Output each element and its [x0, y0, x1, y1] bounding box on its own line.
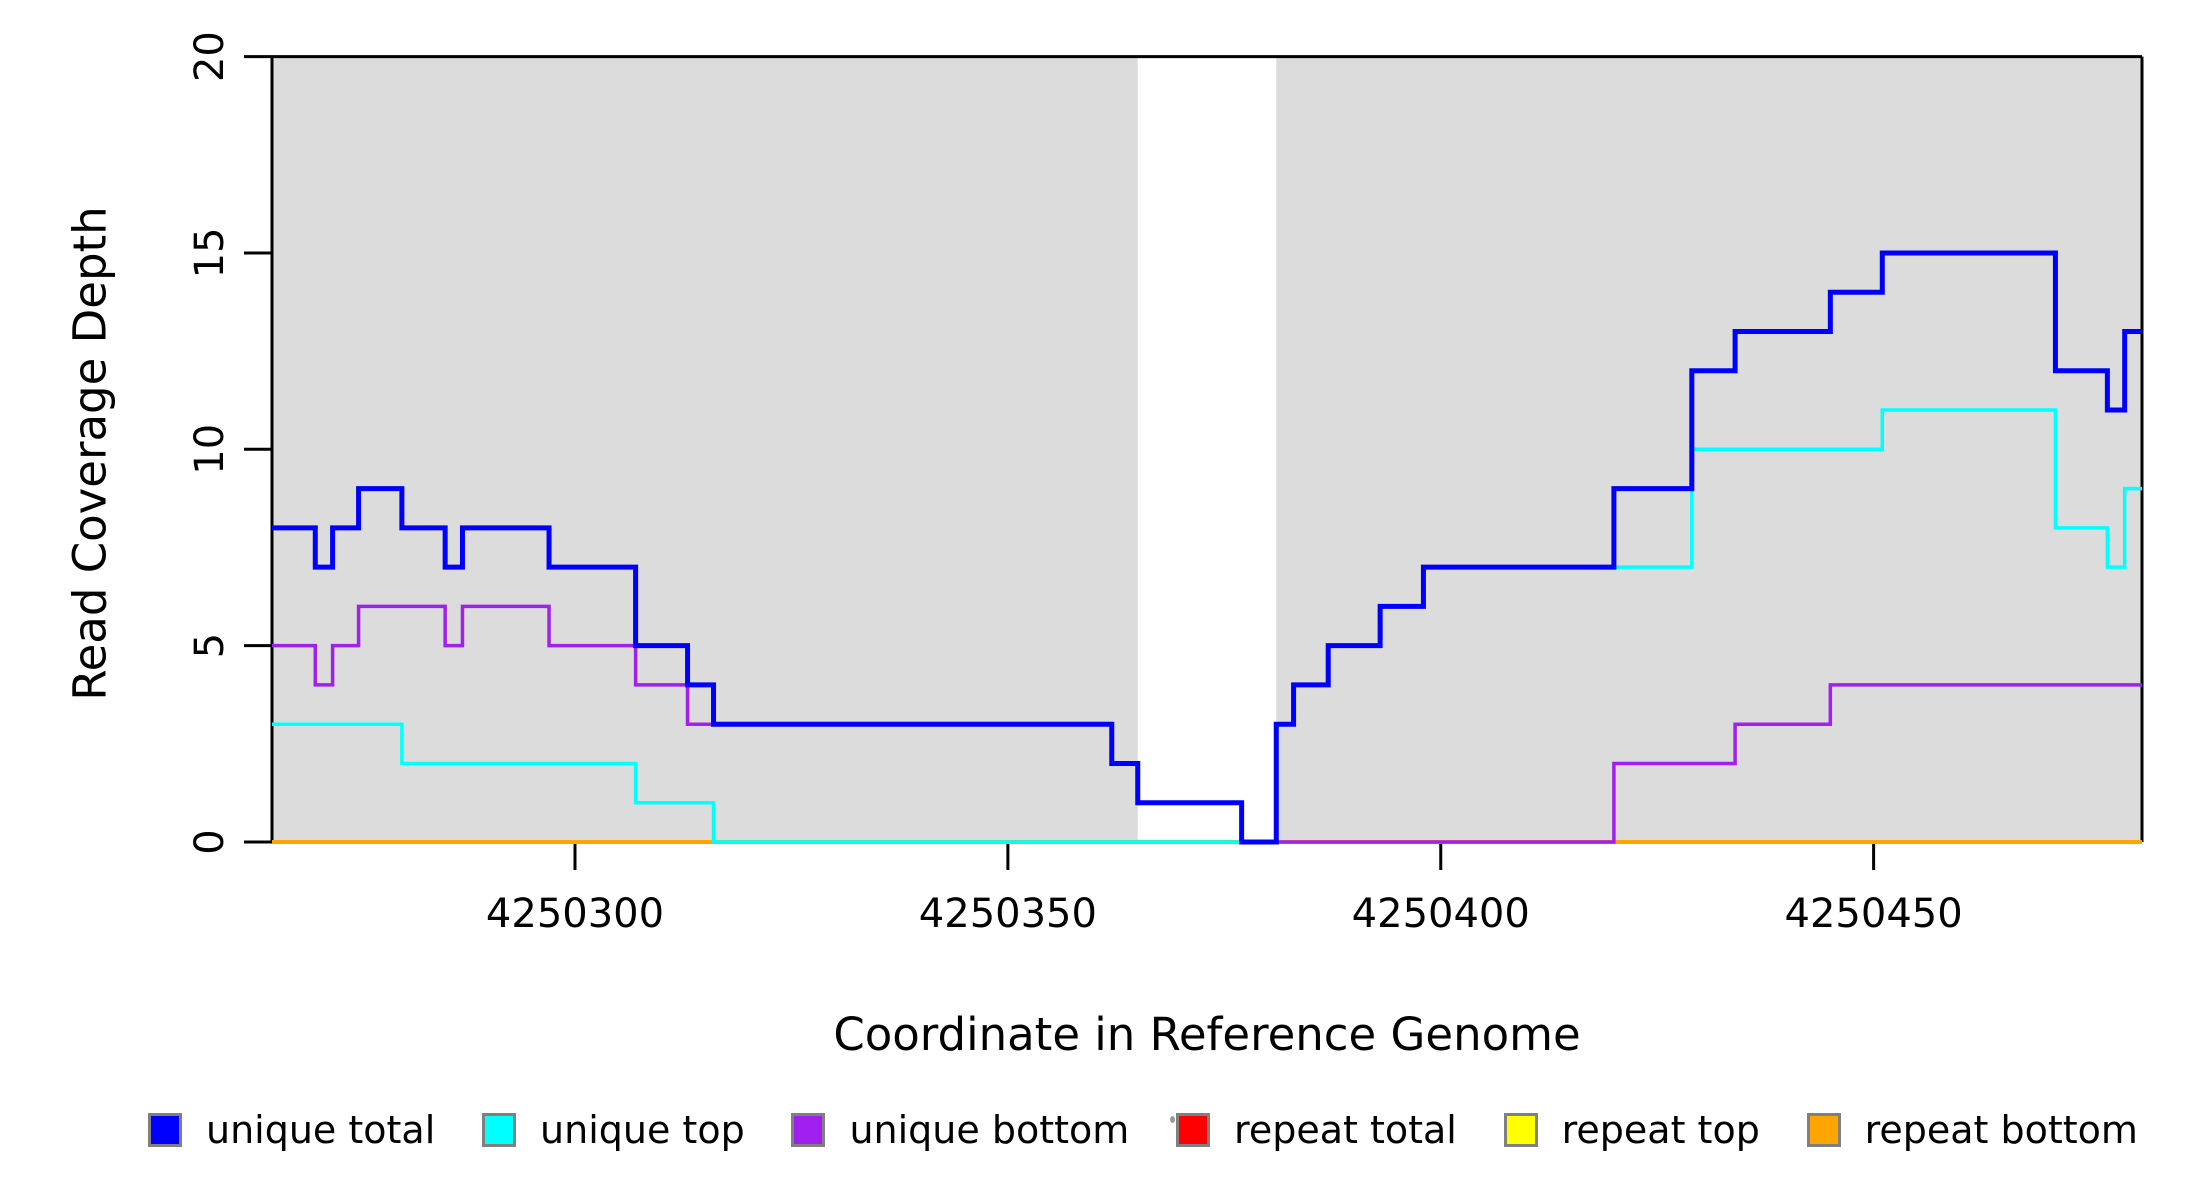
legend-label: unique top — [540, 1108, 745, 1152]
legend-item-repeat-top: repeat top — [1503, 1108, 1760, 1152]
shaded-region-1 — [272, 56, 1138, 843]
y-tick-label: 20 — [187, 31, 233, 82]
x-tick-label: 4250350 — [919, 891, 1097, 937]
y-tick-label: 15 — [187, 227, 233, 278]
series-unique-total — [272, 250, 2142, 845]
legend-label: unique bottom — [849, 1108, 1130, 1152]
legend-swatch-repeat-total — [1176, 1113, 1211, 1147]
legend-item-unique-total: unique total — [148, 1108, 435, 1152]
x-tick-label: 4250400 — [1352, 891, 1530, 937]
y-tick-label: 5 — [187, 633, 233, 658]
legend-swatch-unique-total — [148, 1113, 182, 1147]
x-tick-label: 4250300 — [486, 891, 664, 937]
chart-legend: unique total unique top unique bottom repea… — [148, 1108, 2138, 1152]
legend-swatch-repeat-bottom — [1806, 1113, 1841, 1147]
legend-label: repeat total — [1234, 1108, 1457, 1152]
y-tick-label: 10 — [187, 424, 233, 475]
legend-item-repeat-total: repeat total — [1176, 1108, 1457, 1152]
legend-label: unique total — [206, 1108, 436, 1152]
legend-swatch-repeat-top — [1503, 1113, 1538, 1147]
legend-item-unique-bottom: unique bottom — [791, 1108, 1129, 1152]
legend-item-repeat-bottom: repeat bottom — [1806, 1108, 2138, 1152]
legend-swatch-unique-bottom — [791, 1113, 826, 1147]
legend-item-unique-top: unique top — [482, 1108, 745, 1152]
stray-mark — [1170, 1116, 1175, 1123]
legend-label: repeat bottom — [1864, 1108, 2138, 1152]
x-tick-label: 4250450 — [1785, 891, 1963, 937]
legend-swatch-unique-top — [482, 1113, 517, 1147]
y-axis-title: Read Coverage Depth — [63, 206, 117, 701]
x-axis-title: Coordinate in Reference Genome — [833, 1008, 1581, 1061]
series-unique-bottom — [272, 604, 2142, 844]
legend-label: repeat top — [1561, 1108, 1760, 1152]
y-tick-label: 0 — [187, 829, 233, 854]
